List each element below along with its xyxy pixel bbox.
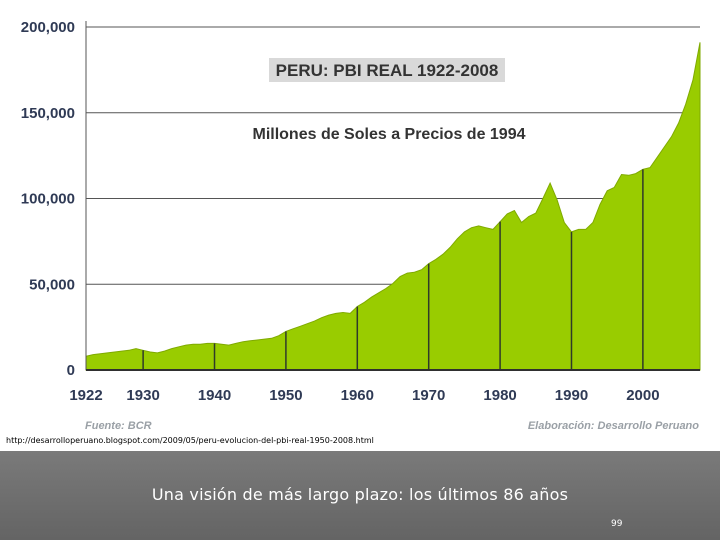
chart-region: 0 50,000 100,000 150,000 200,000 1922 1930 194… bbox=[21, 19, 701, 432]
slide-number: 99 bbox=[611, 519, 623, 529]
x-tick-label: 1940 bbox=[198, 387, 231, 404]
x-tick-label: 1990 bbox=[555, 387, 588, 404]
x-tick-label: 1970 bbox=[412, 387, 445, 404]
gdp-area-chart: 0 50,000 100,000 150,000 200,000 1922 1930 194… bbox=[21, 19, 701, 432]
chart-title: PERU: PBI REAL 1922-2008 bbox=[276, 61, 499, 80]
gdp-area-series bbox=[85, 42, 701, 371]
slide-caption: Una visión de más largo plazo: los últim… bbox=[151, 485, 569, 504]
x-axis-ticks: 1922 1930 1940 1950 1960 1970 1980 1990 2000 bbox=[69, 387, 659, 404]
author-credit: Elaboración: Desarrollo Peruano bbox=[528, 420, 699, 432]
y-axis-ticks: 0 50,000 100,000 150,000 200,000 bbox=[21, 19, 75, 379]
chart-subtitle: Millones de Soles a Precios de 1994 bbox=[252, 126, 525, 143]
y-tick-label: 0 bbox=[67, 362, 75, 379]
y-tick-label: 100,000 bbox=[21, 191, 75, 208]
slide-footer: Una visión de más largo plazo: los últim… bbox=[0, 451, 720, 540]
x-tick-label: 1930 bbox=[126, 387, 159, 404]
plot-frame bbox=[85, 21, 700, 371]
chart-title-box bbox=[269, 58, 505, 82]
decade-markers bbox=[142, 169, 644, 370]
x-tick-label: 1950 bbox=[269, 387, 302, 404]
x-tick-label: 2000 bbox=[626, 387, 659, 404]
y-tick-label: 50,000 bbox=[29, 276, 75, 293]
x-tick-label: 1960 bbox=[341, 387, 374, 404]
source-url: http://desarrolloperuano.blogspot.com/20… bbox=[6, 436, 374, 445]
y-tick-label: 150,000 bbox=[21, 105, 75, 122]
y-tick-label: 200,000 bbox=[21, 19, 75, 36]
x-tick-label: 1922 bbox=[69, 387, 102, 404]
x-tick-label: 1980 bbox=[483, 387, 516, 404]
source-credit: Fuente: BCR bbox=[85, 420, 152, 432]
